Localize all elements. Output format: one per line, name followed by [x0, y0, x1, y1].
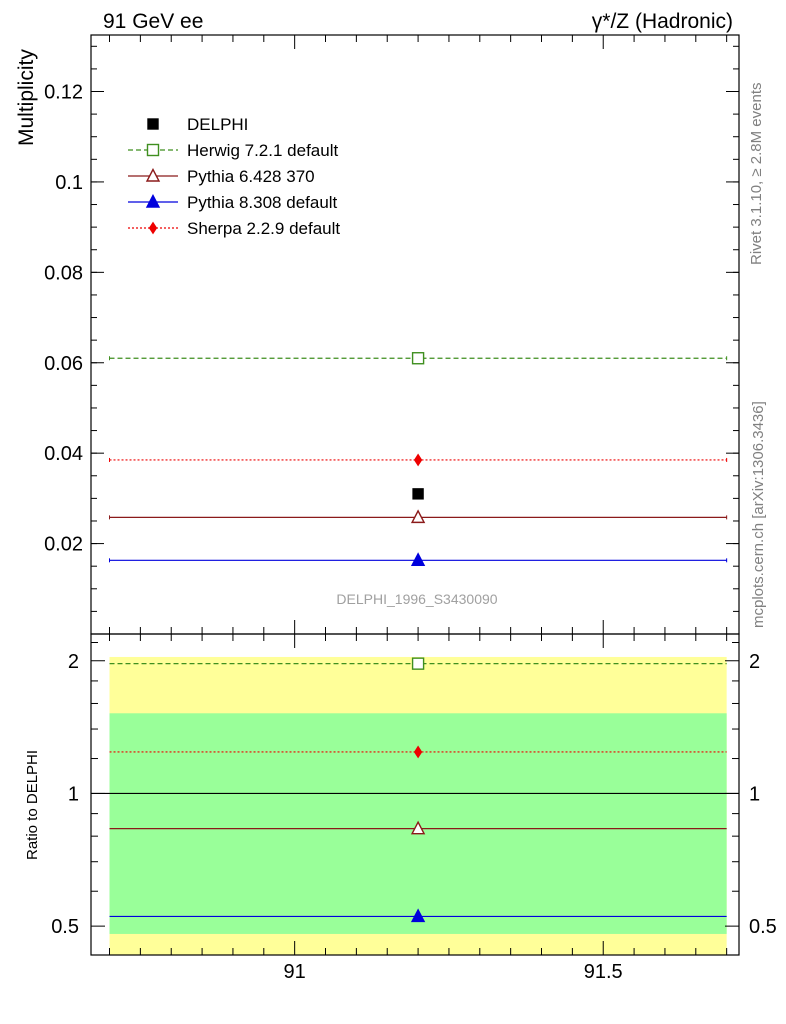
header-right-title: γ*/Z (Hadronic): [592, 10, 733, 33]
ratio-plot: 0.5 0.5 1 1 2 2 91 91.5 Ratio to DELPHI: [24, 633, 777, 983]
ratio-y-tick-label-left: 0.5: [51, 916, 79, 938]
main-marker-sherpa-2-2-9-default: [413, 453, 423, 467]
main-y-tick-label: 0.12: [44, 82, 83, 104]
main-y-tick-label: 0.06: [44, 353, 83, 375]
rivet-label: Rivet 3.1.10, ≥ 2.8M events: [748, 83, 765, 266]
ratio-marker-sherpa-2-2-9-default: [413, 745, 423, 759]
main-marker-pythia-8-308-default: [410, 552, 426, 567]
ratio-y-tick-label-left: 2: [68, 651, 79, 673]
legend-label-delphi: DELPHI: [187, 115, 248, 134]
legend-marker-herwig-7-2-1-default: [146, 143, 160, 157]
ratio-y-tick-label-left: 1: [68, 783, 79, 805]
mcplots-label: mcplots.cern.ch [arXiv:1306.3436]: [750, 401, 767, 628]
legend-marker-pythia-8-308-default: [145, 193, 161, 208]
ratio-x-tick-label: 91.5: [584, 961, 623, 983]
main-y-tick-label: 0.08: [44, 262, 83, 284]
ratio-y-tick-label-right: 0.5: [749, 916, 777, 938]
main-plot: Multiplicity DELPHI_1996_S3430090 0.02 0.…: [15, 34, 740, 635]
main-marker-delphi: [412, 488, 424, 500]
legend-label-herwig-7-2-1-default: Herwig 7.2.1 default: [187, 141, 338, 160]
legend-label-pythia-6-428-370: Pythia 6.428 370: [187, 167, 315, 186]
legend: DELPHI Herwig 7.2.1 default Pythia 6.428 3…: [128, 115, 340, 238]
ratio-marker-pythia-6-428-370: [410, 820, 426, 835]
main-marker-pythia-6-428-370: [410, 509, 426, 524]
main-y-tick-label: 0.04: [44, 443, 83, 465]
legend-marker-pythia-6-428-370: [145, 167, 161, 182]
main-marker-herwig-7-2-1-default: [411, 352, 425, 365]
main-y-tick-label: 0.02: [44, 534, 83, 556]
main-y-tick-label: 0.1: [55, 172, 83, 194]
ratio-plot-frame: [90, 633, 740, 956]
main-y-axis-label: Multiplicity: [15, 49, 38, 146]
ratio-y-tick-label-right: 1: [749, 783, 760, 805]
ratio-marker-herwig-7-2-1-default: [411, 657, 425, 670]
legend-label-pythia-8-308-default: Pythia 8.308 default: [187, 193, 338, 212]
ratio-y-tick-label-right: 2: [749, 651, 760, 673]
analysis-watermark: DELPHI_1996_S3430090: [336, 591, 497, 607]
header-left-title: 91 GeV ee: [103, 10, 203, 33]
legend-label-sherpa-2-2-9-default: Sherpa 2.2.9 default: [187, 219, 340, 238]
ratio-x-tick-label: 91: [284, 961, 306, 983]
ratio-y-axis-label: Ratio to DELPHI: [24, 750, 41, 860]
legend-marker-delphi: [147, 118, 159, 130]
legend-marker-sherpa-2-2-9-default: [148, 221, 158, 235]
ratio-marker-pythia-8-308-default: [410, 908, 426, 923]
